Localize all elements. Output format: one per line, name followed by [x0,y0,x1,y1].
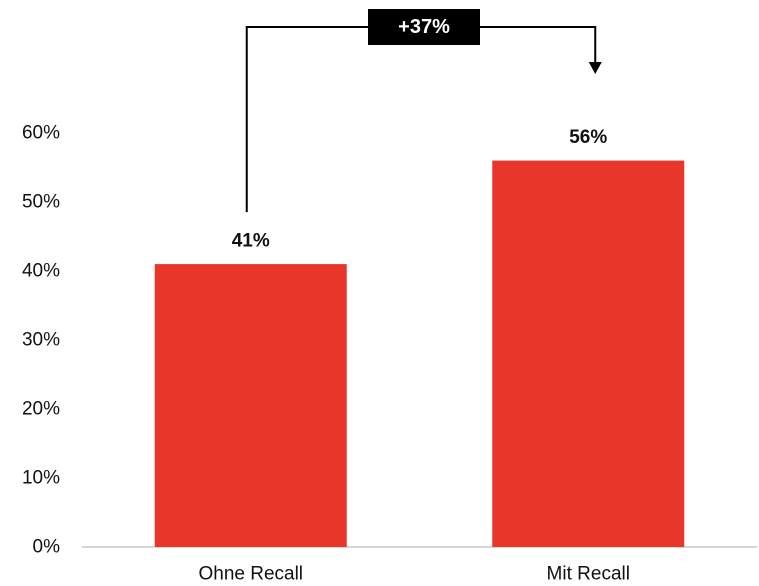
bar [492,160,685,547]
y-tick-label: 50% [22,192,60,213]
change-callout: +37% [245,9,602,213]
y-tick-label: 0% [33,537,61,558]
bar-value-label: 56% [569,127,607,148]
y-tick-label: 20% [22,399,60,420]
category-label: Mit Recall [547,564,630,585]
y-tick-label: 10% [22,468,60,489]
y-axis-tick-labels: 0% 10% 20% 30% 40% 50% 60% [22,123,60,558]
bar [154,264,347,547]
category-label: Ohne Recall [198,564,303,585]
data-labels-group: 41% 56% [232,127,608,252]
bars-group [154,160,685,547]
callout-badge-text: +37% [398,16,450,38]
category-labels-group: Ohne Recall Mit Recall [198,564,629,585]
y-tick-label: 40% [22,261,60,282]
y-tick-label: 60% [22,123,60,144]
bar-value-label: 41% [232,231,270,252]
y-tick-label: 30% [22,330,60,351]
callout-arrowhead-icon [588,62,602,74]
callout-badge [368,9,480,45]
